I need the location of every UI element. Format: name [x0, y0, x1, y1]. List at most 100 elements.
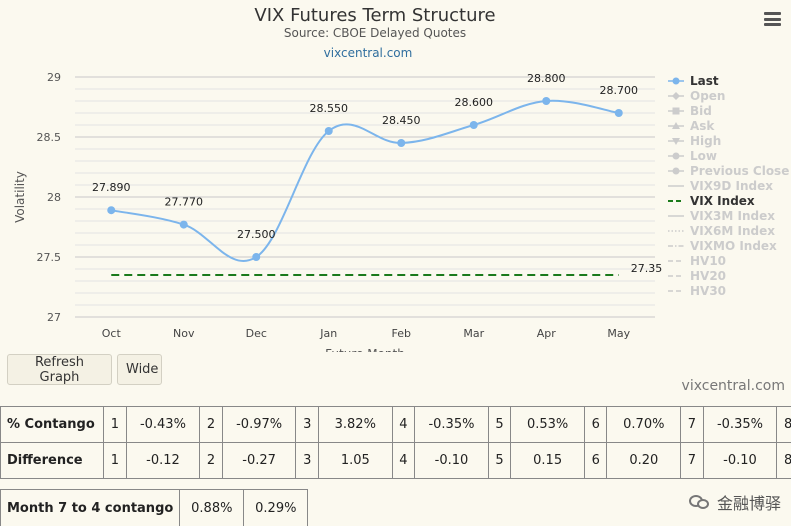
last-series-point: [324, 127, 333, 135]
table-row-contango: % Contango 1 -0.43% 2 -0.97% 3 3.82% 4 -0.35% 5 0.…: [0, 406, 791, 443]
month-index-cell: 4: [391, 406, 416, 443]
legend-item[interactable]: HV30: [668, 284, 726, 298]
watermark-text: 金融博驿: [716, 494, 781, 513]
value-cell: -0.97%: [221, 406, 297, 443]
legend-item[interactable]: Low: [668, 149, 717, 163]
value-cell: -0.43%: [125, 406, 201, 443]
vix-index-label: 27.35: [631, 262, 663, 275]
legend-label: High: [690, 134, 721, 148]
month-index-cell: 5: [487, 406, 512, 443]
y-tick-label: 27: [47, 311, 61, 324]
legend-label: HV30: [690, 284, 726, 298]
x-tick-label: Mar: [463, 327, 484, 340]
x-tick-label: Feb: [392, 327, 411, 340]
last-series-point: [107, 206, 116, 215]
data-label: 28.450: [382, 114, 421, 127]
y-tick-label: 28.5: [37, 131, 62, 144]
data-label: 28.800: [527, 72, 566, 85]
y-axis-title: Volatility: [13, 171, 27, 223]
month-contango-value: 0.29%: [243, 489, 309, 526]
month-index-cell: 4: [391, 442, 416, 479]
month-contango-label: Month 7 to 4 contango: [0, 489, 181, 526]
hamburger-menu-icon[interactable]: [764, 12, 781, 26]
row-label: Difference: [0, 442, 105, 479]
data-label: 28.700: [600, 84, 639, 97]
value-cell: -0.12: [125, 442, 201, 479]
legend-label: Previous Close: [690, 164, 789, 178]
legend-item[interactable]: VIX6M Index: [668, 224, 775, 238]
legend-label: Last: [690, 74, 719, 88]
last-series-line: [111, 99, 619, 263]
value-cell: 0.20: [606, 442, 682, 479]
value-cell: 1.05: [317, 442, 393, 479]
data-label: 28.600: [455, 96, 494, 109]
legend-item[interactable]: Open: [668, 89, 725, 103]
month-index-cell: 8: [776, 406, 791, 443]
x-tick-label: Jan: [319, 327, 337, 340]
legend-item[interactable]: Last: [668, 74, 719, 88]
watermark: 金融博驿: [688, 490, 781, 514]
legend-item[interactable]: HV20: [668, 269, 726, 283]
legend-label: VIX3M Index: [690, 209, 775, 223]
y-tick-label: 27.5: [37, 251, 62, 264]
legend-label: Low: [690, 149, 717, 163]
legend-label: VIXMO Index: [690, 239, 777, 253]
data-label: 27.500: [237, 228, 276, 241]
chart-subtitle: Source: CBOE Delayed Quotes: [284, 26, 466, 40]
legend-item[interactable]: VIX3M Index: [668, 209, 775, 223]
last-series-point: [252, 253, 261, 261]
legend-marker: [672, 107, 680, 115]
month-index-cell: 5: [487, 442, 512, 479]
data-label: 28.550: [310, 102, 349, 115]
legend-item[interactable]: Previous Close: [668, 164, 789, 178]
legend-item[interactable]: High: [668, 134, 721, 148]
table-row-difference: Difference 1 -0.12 2 -0.27 3 1.05 4 -0.10 5 0.15 6 0…: [0, 442, 791, 479]
legend-label: Open: [690, 89, 725, 103]
x-tick-label: Nov: [173, 327, 195, 340]
legend-marker: [672, 122, 680, 129]
month-index-cell: 7: [680, 406, 704, 443]
wide-button[interactable]: Wide: [117, 354, 162, 385]
legend-item[interactable]: HV10: [668, 254, 726, 268]
legend-label: VIX Index: [690, 194, 755, 208]
legend-label: Bid: [690, 104, 712, 118]
legend-item[interactable]: VIXMO Index: [668, 239, 777, 253]
legend-item[interactable]: VIX9D Index: [668, 179, 773, 193]
value-cell: -0.27: [221, 442, 297, 479]
legend-marker: [672, 92, 680, 100]
data-label: 27.890: [92, 181, 131, 194]
value-cell: 3.82%: [317, 406, 393, 443]
month-index-cell: 6: [583, 406, 608, 443]
value-cell: -0.10: [702, 442, 778, 479]
legend-item[interactable]: Ask: [668, 119, 715, 133]
last-series-point: [397, 139, 406, 147]
legend-marker: [672, 167, 680, 175]
month-index-cell: 8: [776, 442, 791, 479]
month-index-cell: 2: [199, 406, 223, 443]
legend-marker: [672, 138, 680, 145]
contango-table: % Contango 1 -0.43% 2 -0.97% 3 3.82% 4 -0.35% 5 0.…: [0, 406, 791, 479]
month-index-cell: 6: [583, 442, 608, 479]
y-tick-label: 28: [47, 191, 61, 204]
month-index-cell: 1: [103, 442, 127, 479]
value-cell: 0.70%: [606, 406, 682, 443]
x-tick-label: Apr: [537, 327, 557, 340]
last-series-point: [179, 220, 188, 229]
chart-site-link: vixcentral.com: [324, 46, 413, 60]
month-index-cell: 3: [295, 442, 319, 479]
legend-label: VIX9D Index: [690, 179, 773, 193]
last-series-point: [614, 109, 623, 117]
legend-item[interactable]: Bid: [668, 104, 712, 118]
legend-item[interactable]: VIX Index: [668, 194, 755, 208]
month-index-cell: 7: [680, 442, 704, 479]
last-series-point: [469, 121, 478, 129]
last-series-point: [542, 97, 551, 105]
legend-marker: [672, 152, 680, 160]
month-index-cell: 3: [295, 406, 319, 443]
row-label: % Contango: [0, 406, 105, 443]
table-row-month-contango: Month 7 to 4 contango 0.88% 0.29%: [0, 489, 309, 526]
refresh-graph-button[interactable]: Refresh Graph: [7, 354, 112, 385]
x-axis-title: Future Month: [325, 347, 405, 352]
month-index-cell: 1: [103, 406, 127, 443]
